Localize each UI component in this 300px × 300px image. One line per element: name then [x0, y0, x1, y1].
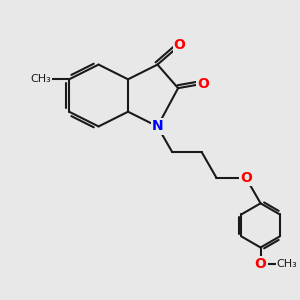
- Text: O: O: [197, 77, 209, 91]
- Text: CH₃: CH₃: [31, 74, 52, 84]
- Text: CH₃: CH₃: [277, 259, 298, 269]
- Text: O: O: [174, 38, 185, 52]
- Text: O: O: [240, 171, 252, 185]
- Text: O: O: [255, 257, 266, 271]
- Text: N: N: [152, 119, 163, 134]
